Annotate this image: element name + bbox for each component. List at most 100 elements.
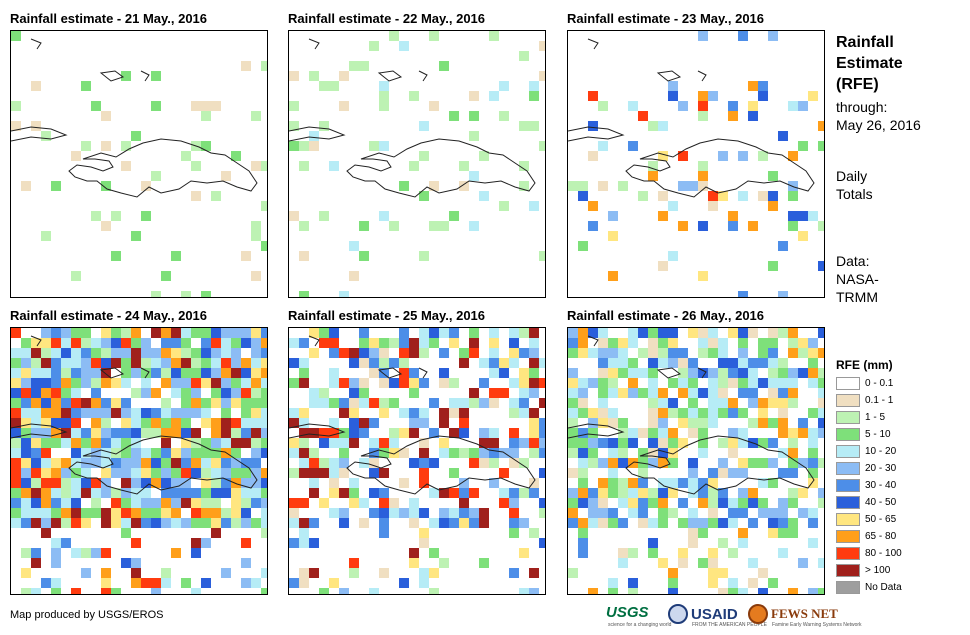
- rainfall-cell: [788, 378, 798, 388]
- rainfall-cell: [81, 81, 91, 91]
- rainfall-cell: [211, 438, 221, 448]
- rainfall-cell: [299, 468, 309, 478]
- rainfall-cell: [479, 458, 489, 468]
- rainfall-cell: [101, 448, 111, 458]
- rainfall-cell: [698, 161, 708, 171]
- rainfall-cell: [191, 518, 201, 528]
- rainfall-cell: [241, 61, 251, 71]
- rainfall-cell: [201, 141, 211, 151]
- rainfall-cell: [608, 578, 618, 588]
- rainfall-cell: [91, 478, 101, 488]
- rainfall-cell: [121, 348, 131, 358]
- rainfall-cell: [479, 398, 489, 408]
- rainfall-cell: [379, 438, 389, 448]
- rainfall-cell: [439, 61, 449, 71]
- rainfall-cell: [289, 508, 299, 518]
- rainfall-cell: [738, 31, 748, 41]
- rainfall-cell: [299, 338, 309, 348]
- rainfall-cell: [698, 221, 708, 231]
- rainfall-cell: [598, 488, 608, 498]
- rainfall-cell: [588, 121, 598, 131]
- rainfall-cell: [479, 448, 489, 458]
- rainfall-cell: [628, 328, 638, 338]
- rainfall-cell: [459, 181, 469, 191]
- rainfall-cell: [191, 588, 201, 594]
- rainfall-cell: [141, 408, 151, 418]
- coastline-fragments: [11, 38, 150, 142]
- rainfall-cell: [81, 428, 91, 438]
- rainfall-cell: [409, 428, 419, 438]
- rainfall-cell: [251, 338, 261, 348]
- rainfall-cell: [578, 458, 588, 468]
- rainfall-cell: [399, 578, 409, 588]
- rainfall-cell: [309, 478, 319, 488]
- rainfall-cell: [519, 378, 529, 388]
- rainfall-cell: [379, 528, 389, 538]
- rainfall-cell: [151, 368, 161, 378]
- rainfall-cell: [339, 488, 349, 498]
- fewsnet-globe-icon: [748, 604, 768, 624]
- rainfall-cell: [221, 368, 231, 378]
- rainfall-cell: [41, 408, 51, 418]
- rainfall-cell: [718, 398, 728, 408]
- rainfall-cell: [568, 181, 578, 191]
- rainfall-cell: [748, 458, 758, 468]
- rainfall-cell: [31, 408, 41, 418]
- rainfall-cell: [638, 388, 648, 398]
- rainfall-cell: [171, 328, 181, 338]
- rainfall-cell: [748, 378, 758, 388]
- rainfall-cell: [668, 91, 678, 101]
- rainfall-cell: [648, 458, 658, 468]
- rainfall-cell: [21, 378, 31, 388]
- rainfall-cell: [329, 418, 339, 428]
- rainfall-cell: [738, 428, 748, 438]
- rainfall-cell: [409, 508, 419, 518]
- rainfall-cell: [369, 488, 379, 498]
- rainfall-cell: [241, 538, 251, 548]
- rainfall-cell: [489, 328, 499, 338]
- rainfall-cell: [221, 568, 231, 578]
- rainfall-cell: [289, 101, 299, 111]
- rainfall-cell: [31, 428, 41, 438]
- rainfall-cell: [359, 348, 369, 358]
- rainfall-cell: [251, 578, 261, 588]
- rainfall-cell: [668, 328, 678, 338]
- rainfall-cell: [359, 418, 369, 428]
- rainfall-cell: [419, 121, 429, 131]
- map-panel-25-may: [288, 327, 546, 595]
- rainfall-cell: [758, 478, 768, 488]
- rainfall-cell: [359, 498, 369, 508]
- rainfall-cell: [628, 578, 638, 588]
- rainfall-cell: [788, 518, 798, 528]
- rainfall-cell: [329, 488, 339, 498]
- rainfall-grid-25-may: [289, 328, 545, 594]
- rainfall-cell: [638, 488, 648, 498]
- rainfall-cell: [778, 518, 788, 528]
- rainfall-cell: [299, 378, 309, 388]
- rainfall-cell: [251, 418, 261, 428]
- rainfall-cell: [211, 358, 221, 368]
- rainfall-cell: [221, 508, 231, 518]
- rainfall-cell: [648, 548, 658, 558]
- rainfall-cell: [221, 328, 231, 338]
- rainfall-cell: [778, 368, 788, 378]
- rainfall-cell: [529, 91, 539, 101]
- rainfall-cell: [241, 328, 251, 338]
- rainfall-cell: [768, 528, 778, 538]
- rainfall-cell: [319, 388, 329, 398]
- rainfall-cell: [191, 101, 201, 111]
- rainfall-cell: [181, 518, 191, 528]
- rainfall-cell: [578, 468, 588, 478]
- rainfall-cell: [808, 588, 818, 594]
- rainfall-cell: [539, 508, 545, 518]
- rainfall-cell: [698, 31, 708, 41]
- rainfall-cell: [788, 438, 798, 448]
- rainfall-cell: [289, 408, 299, 418]
- rainfall-cell: [261, 398, 267, 408]
- rainfall-cell: [638, 478, 648, 488]
- map-title: Rainfall Estimate (RFE): [836, 32, 903, 95]
- rainfall-cell: [748, 418, 758, 428]
- rainfall-cell: [339, 458, 349, 468]
- rainfall-cell: [181, 328, 191, 338]
- rainfall-cell: [369, 338, 379, 348]
